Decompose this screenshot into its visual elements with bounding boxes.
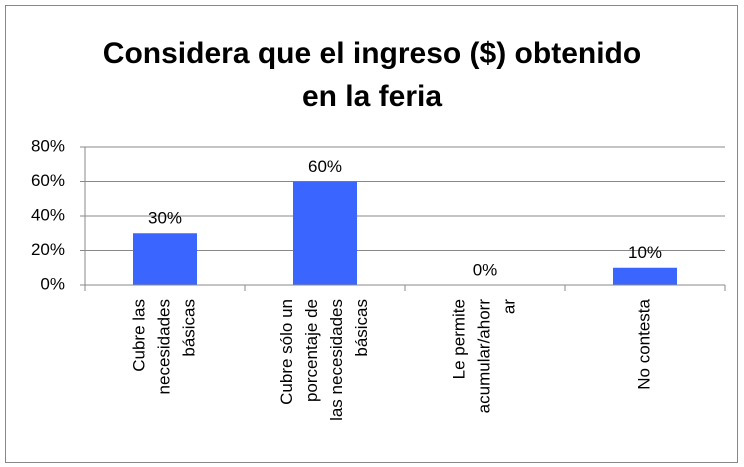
value-label: 0% [473, 260, 498, 279]
x-tick-label: ar [499, 299, 518, 314]
y-tick-label: 20% [31, 240, 65, 259]
x-tick-label: porcentaje de [302, 299, 321, 402]
bar [613, 267, 677, 285]
bar [133, 233, 197, 285]
x-tick-label: Cubre sólo un [277, 299, 296, 405]
chart-border [5, 5, 738, 463]
x-tick-label: Le permite [449, 299, 468, 379]
y-tick-label: 60% [31, 171, 65, 190]
value-label: 60% [308, 157, 342, 176]
x-tick-label: básicas [352, 299, 371, 357]
x-tick-label: necesidades [154, 299, 173, 394]
x-tick-label: las necesidades [327, 299, 346, 421]
x-tick-label: básicas [179, 299, 198, 357]
bar [293, 181, 357, 285]
value-label: 30% [148, 209, 182, 228]
y-tick-label: 80% [31, 136, 65, 155]
y-tick-label: 40% [31, 205, 65, 224]
value-label: 10% [628, 243, 662, 262]
y-tick-label: 0% [40, 274, 65, 293]
x-tick-label: No contesta [634, 298, 653, 389]
x-tick-label: Cubre las [129, 299, 148, 372]
x-tick-label: acumular/ahorr [474, 299, 493, 414]
chart-title: Considera que el ingreso ($) obtenido [103, 37, 641, 70]
chart-title: en la feria [302, 80, 442, 113]
